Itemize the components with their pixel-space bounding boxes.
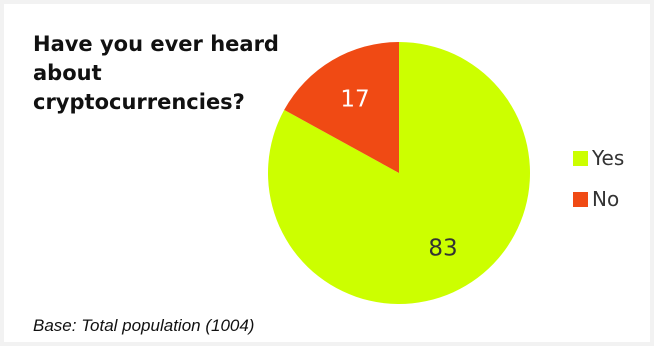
legend-swatch-no: [573, 191, 588, 207]
chart-title: Have you ever heard about cryptocurrenci…: [33, 32, 279, 114]
legend-label-yes: Yes: [592, 146, 625, 170]
legend: Yes No: [573, 144, 624, 226]
legend-item-yes: Yes: [573, 144, 624, 172]
data-label-no: 17: [340, 87, 369, 113]
legend-item-no: No: [573, 185, 624, 213]
legend-swatch-yes: [573, 150, 588, 166]
data-label-yes: 83: [428, 235, 457, 261]
legend-label-no: No: [592, 187, 620, 211]
pie-slice-no: [284, 42, 399, 173]
base-footnote: Base: Total population (1004): [33, 316, 255, 335]
